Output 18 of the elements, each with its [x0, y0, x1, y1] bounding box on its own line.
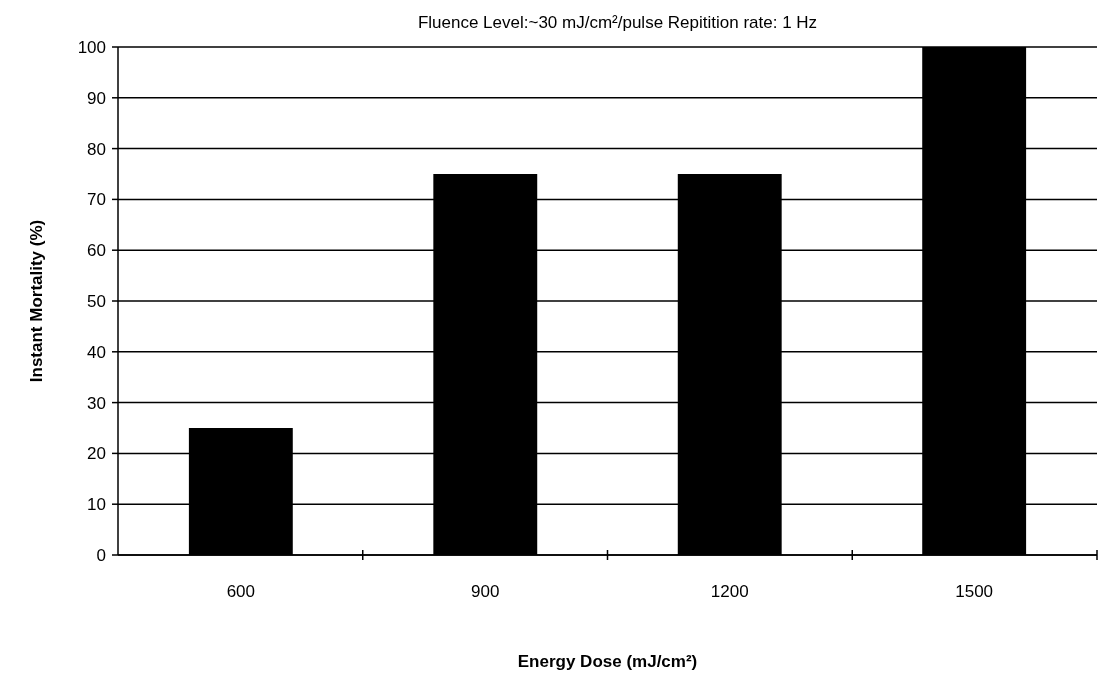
y-tick-label: 50 — [87, 291, 106, 311]
y-tick-label: 80 — [87, 139, 106, 159]
y-axis-title: Instant Mortality (%) — [27, 219, 46, 383]
y-tick-label: 30 — [87, 393, 106, 413]
y-tick-label: 40 — [87, 342, 106, 362]
y-tick-label: 20 — [87, 444, 106, 464]
y-tick-label: 60 — [87, 241, 106, 261]
y-tick-label: 0 — [96, 545, 106, 565]
chart-subtitle: Fluence Level:~30 mJ/cm²/pulse Repitition rate: 1 Hz — [417, 13, 818, 32]
y-tick-label: 90 — [87, 88, 106, 108]
x-tick-label: 600 — [226, 582, 256, 601]
x-tick-label: 900 — [471, 582, 500, 601]
y-tick-label: 100 — [77, 37, 106, 57]
y-tick-label: 70 — [87, 190, 106, 210]
x-axis-title: Energy Dose (mJ/cm²) — [517, 652, 698, 671]
x-tick-label: 1200 — [710, 582, 749, 601]
x-tick-label: 1500 — [955, 582, 994, 601]
y-tick-label: 10 — [87, 495, 106, 515]
